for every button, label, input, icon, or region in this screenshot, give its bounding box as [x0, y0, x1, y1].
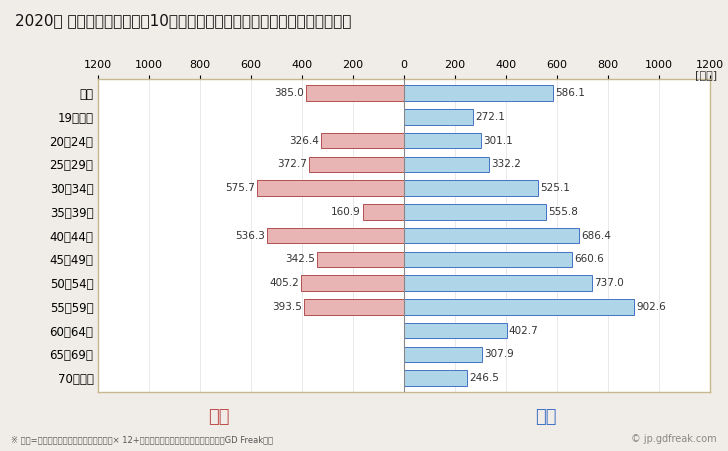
- Text: 575.7: 575.7: [226, 183, 256, 193]
- Text: 402.7: 402.7: [509, 326, 539, 336]
- Bar: [363, 204, 404, 220]
- Bar: [309, 156, 404, 172]
- Text: 160.9: 160.9: [331, 207, 361, 217]
- Bar: [404, 85, 553, 101]
- Text: 405.2: 405.2: [269, 278, 298, 288]
- Text: 536.3: 536.3: [235, 230, 265, 241]
- Text: 586.1: 586.1: [555, 88, 585, 98]
- Text: © jp.gdfreak.com: © jp.gdfreak.com: [631, 434, 717, 444]
- Text: 326.4: 326.4: [289, 136, 319, 146]
- Text: 2020年 民間企業（従業者数10人以上）フルタイム労働者の男女別平均年収: 2020年 民間企業（従業者数10人以上）フルタイム労働者の男女別平均年収: [15, 14, 351, 28]
- Text: ※ 年収=「きまって支給する現金給与額」× 12+「年間賞与その他特別給与額」としてGD Freak推計: ※ 年収=「きまって支給する現金給与額」× 12+「年間賞与その他特別給与額」と…: [11, 435, 273, 444]
- Text: 372.7: 372.7: [277, 159, 307, 170]
- Text: 301.1: 301.1: [483, 136, 513, 146]
- Bar: [321, 133, 404, 148]
- Bar: [404, 347, 483, 362]
- Text: 342.5: 342.5: [285, 254, 314, 264]
- Text: 393.5: 393.5: [272, 302, 301, 312]
- Bar: [404, 323, 507, 338]
- Bar: [404, 228, 579, 244]
- Bar: [404, 180, 538, 196]
- Text: 272.1: 272.1: [475, 112, 505, 122]
- Text: 男性: 男性: [535, 408, 557, 426]
- Text: 307.9: 307.9: [485, 350, 514, 359]
- Bar: [258, 180, 404, 196]
- Text: 737.0: 737.0: [594, 278, 624, 288]
- Bar: [317, 252, 404, 267]
- Text: 686.4: 686.4: [581, 230, 611, 241]
- Bar: [267, 228, 404, 244]
- Bar: [404, 299, 634, 315]
- Text: 女性: 女性: [207, 408, 229, 426]
- Text: 525.1: 525.1: [540, 183, 570, 193]
- Bar: [404, 370, 467, 386]
- Text: 902.6: 902.6: [636, 302, 666, 312]
- Text: 246.5: 246.5: [469, 373, 499, 383]
- Bar: [301, 276, 404, 291]
- Bar: [404, 109, 473, 124]
- Text: 385.0: 385.0: [274, 88, 304, 98]
- Text: 555.8: 555.8: [547, 207, 577, 217]
- Bar: [404, 252, 572, 267]
- Bar: [404, 204, 546, 220]
- Text: 660.6: 660.6: [574, 254, 604, 264]
- Bar: [404, 133, 480, 148]
- Bar: [306, 85, 404, 101]
- Bar: [404, 156, 488, 172]
- Bar: [304, 299, 404, 315]
- Text: [万円]: [万円]: [695, 70, 717, 80]
- Bar: [404, 276, 592, 291]
- Text: 332.2: 332.2: [491, 159, 521, 170]
